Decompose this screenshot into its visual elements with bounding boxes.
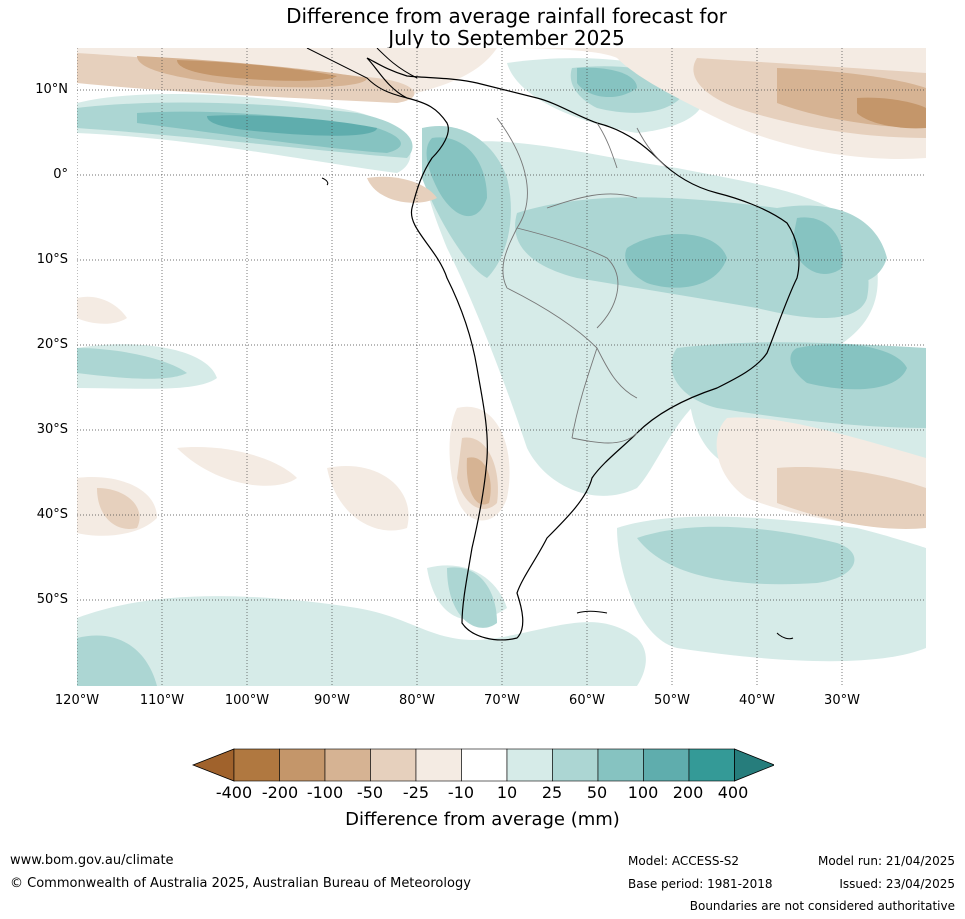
lat-label-10s: 10°S	[36, 252, 68, 267]
footer-issued: Issued: 23/04/2025	[839, 877, 955, 891]
map-title-line1: Difference from average rainfall forecas…	[286, 4, 727, 28]
map-gridlines	[77, 48, 926, 686]
central-america-coastline	[306, 48, 418, 99]
colorbar-swatch	[552, 748, 599, 782]
footer-boundaries-note: Boundaries are not considered authoritat…	[689, 899, 955, 913]
colorbar-swatch	[324, 748, 371, 782]
footer-base-period: Base period: 1981-2018	[628, 877, 773, 891]
lat-label-10n: 10°N	[35, 82, 68, 97]
lon-label-90w: 90°W	[314, 693, 350, 708]
lat-label-20s: 20°S	[36, 337, 68, 352]
lat-label-0: 0°	[53, 167, 68, 182]
footer-copyright: © Commonwealth of Australia 2025, Austra…	[10, 876, 471, 891]
colorbar-arrow-high	[734, 748, 774, 782]
lon-label-120w: 120°W	[54, 693, 100, 708]
lat-label-50s: 50°S	[36, 592, 68, 607]
colorbar-tick: -10	[447, 783, 475, 802]
colorbar-arrow-low	[192, 748, 235, 782]
footer-site-link[interactable]: www.bom.gov.au/climate	[10, 853, 174, 868]
colorbar-tick: 200	[672, 783, 704, 802]
lon-label-70w: 70°W	[484, 693, 520, 708]
colorbar-tick: -100	[306, 783, 344, 802]
colorbar-tick: 25	[541, 783, 563, 802]
country-boundaries	[496, 117, 668, 444]
lon-label-50w: 50°W	[654, 693, 690, 708]
lon-label-100w: 100°W	[224, 693, 270, 708]
colorbar-swatch	[370, 748, 417, 782]
forecast-map	[77, 48, 926, 686]
colorbar-tick: -200	[261, 783, 299, 802]
lon-label-60w: 60°W	[569, 693, 605, 708]
colorbar-tick: 400	[717, 783, 749, 802]
lon-label-80w: 80°W	[399, 693, 435, 708]
footer-model-run: Model run: 21/04/2025	[817, 854, 955, 868]
colorbar-swatch	[461, 748, 508, 782]
colorbar-tick: -50	[356, 783, 384, 802]
map-title-line2: July to September 2025	[388, 26, 625, 50]
colorbar-swatch	[233, 748, 280, 782]
colorbar-tick: 10	[496, 783, 518, 802]
rainfall-drier-very-strong-region	[177, 60, 926, 129]
colorbar-legend	[192, 748, 774, 782]
colorbar-tick: -400	[215, 783, 253, 802]
colorbar-tick: -25	[402, 783, 430, 802]
rainfall-wetter-very-strong-region	[207, 115, 377, 136]
colorbar-swatch	[643, 748, 690, 782]
colorbar-swatch	[688, 748, 735, 782]
lon-label-30w: 30°W	[824, 693, 860, 708]
lat-label-40s: 40°S	[36, 507, 68, 522]
islands	[321, 177, 794, 640]
colorbar-tick: 100	[627, 783, 659, 802]
lon-label-40w: 40°W	[739, 693, 775, 708]
colorbar-swatch	[279, 748, 326, 782]
south-america-coastline	[366, 57, 800, 641]
colorbar-swatch	[415, 748, 462, 782]
footer-model: Model: ACCESS-S2	[628, 854, 740, 868]
lon-label-110w: 110°W	[139, 693, 185, 708]
lat-label-30s: 30°S	[36, 422, 68, 437]
colorbar-swatch	[597, 748, 644, 782]
colorbar-tick: 50	[586, 783, 608, 802]
colorbar-swatch	[506, 748, 553, 782]
colorbar-label: Difference from average (mm)	[345, 809, 620, 830]
